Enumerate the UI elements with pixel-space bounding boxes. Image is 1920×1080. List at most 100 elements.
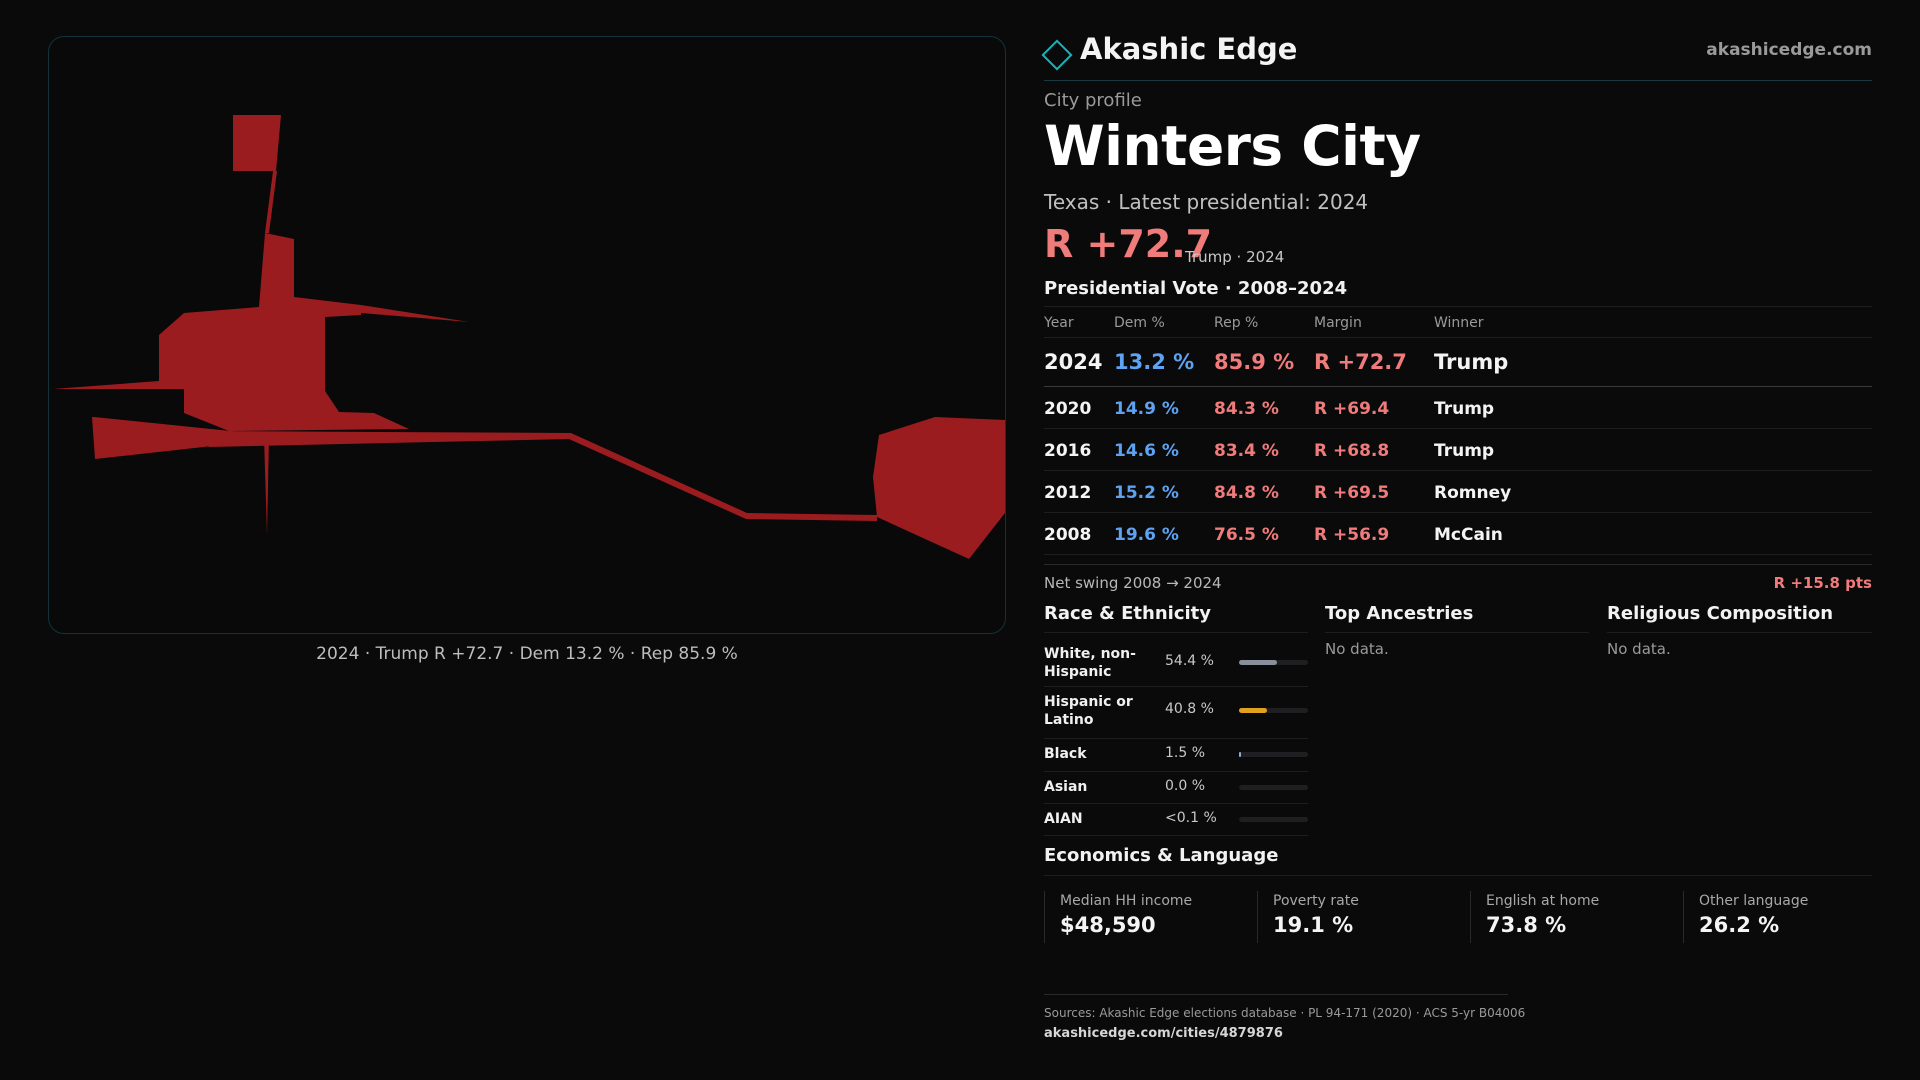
- race-value: 40.8 %: [1165, 701, 1214, 717]
- cell-year: 2012: [1044, 483, 1092, 503]
- boundary-parcel: [264, 437, 269, 535]
- cell-margin: R +69.4: [1314, 399, 1390, 419]
- latest-margin-note: Trump · 2024: [1185, 248, 1285, 266]
- city-boundary-map: [53, 115, 1005, 559]
- city-map[interactable]: [48, 36, 1006, 634]
- list-item: AIAN <0.1 %: [1044, 804, 1308, 836]
- cell-dem: 13.2 %: [1114, 350, 1195, 374]
- cell-margin: R +72.7: [1314, 350, 1407, 374]
- cell-margin: R +56.9: [1314, 525, 1390, 545]
- race-bar: [1239, 817, 1308, 822]
- cell-winner: Trump: [1434, 399, 1495, 419]
- stat-value: 19.1 %: [1273, 913, 1354, 937]
- net-swing-label: Net swing 2008 → 2024: [1044, 574, 1222, 592]
- divider: [1044, 632, 1308, 633]
- stat-value: $48,590: [1060, 913, 1156, 937]
- race-list: White, non-Hispanic 54.4 % Hispanic or L…: [1044, 635, 1308, 836]
- cell-dem: 19.6 %: [1114, 525, 1179, 545]
- page-title: Winters City: [1044, 114, 1421, 178]
- cell-year: 2008: [1044, 525, 1092, 545]
- cell-dem: 14.6 %: [1114, 441, 1179, 461]
- sources-note: Sources: Akashic Edge elections database…: [1044, 1006, 1526, 1020]
- header-rep: Rep %: [1214, 315, 1259, 331]
- boundary-parcel: [233, 115, 281, 171]
- cell-year: 2024: [1044, 350, 1103, 374]
- brand-url[interactable]: akashicedge.com: [1706, 40, 1872, 60]
- race-value: 0.0 %: [1165, 778, 1206, 794]
- stat-label: Poverty rate: [1273, 893, 1359, 909]
- race-label: Asian: [1044, 779, 1088, 795]
- table-row: 2008 19.6 % 76.5 % R +56.9 McCain: [1044, 513, 1872, 555]
- race-bar-fill: [1239, 752, 1242, 757]
- table-row: 2016 14.6 % 83.4 % R +68.8 Trump: [1044, 429, 1872, 471]
- race-label: Black: [1044, 746, 1087, 762]
- vote-table: Year Dem % Rep % Margin Winner 2024 13.2…: [1044, 306, 1872, 555]
- city-boundary-shape: [53, 115, 1005, 559]
- cell-winner: Trump: [1434, 441, 1495, 461]
- brand-name[interactable]: Akashic Edge: [1080, 32, 1298, 66]
- boundary-parcel: [92, 417, 293, 459]
- race-bar-fill: [1239, 708, 1268, 713]
- race-label: White, non-Hispanic: [1044, 646, 1136, 680]
- stat-value: 73.8 %: [1486, 913, 1567, 937]
- map-caption: 2024 · Trump R +72.7 · Dem 13.2 % · Rep …: [316, 644, 738, 664]
- boundary-parcel: [53, 233, 409, 431]
- religion-empty: No data.: [1607, 640, 1671, 658]
- brand-header: Akashic Edge akashicedge.com: [1041, 30, 1872, 81]
- header-year: Year: [1044, 315, 1074, 331]
- boundary-parcel: [361, 305, 469, 322]
- stat-label: English at home: [1486, 893, 1600, 909]
- race-bar: [1239, 785, 1308, 790]
- cell-year: 2016: [1044, 441, 1092, 461]
- cell-rep: 84.3 %: [1214, 399, 1279, 419]
- cell-dem: 15.2 %: [1114, 483, 1179, 503]
- stat-poverty-rate: Poverty rate 19.1 %: [1257, 891, 1456, 943]
- race-section-title: Race & Ethnicity: [1044, 603, 1211, 624]
- stat-english-at-home: English at home 73.8 %: [1470, 891, 1669, 943]
- cell-rep: 76.5 %: [1214, 525, 1279, 545]
- race-bar: [1239, 708, 1308, 713]
- list-item: Asian 0.0 %: [1044, 772, 1308, 804]
- stat-other-language: Other language 26.2 %: [1683, 891, 1882, 943]
- table-row: 2012 15.2 % 84.8 % R +69.5 Romney: [1044, 471, 1872, 513]
- profile-subline: Texas · Latest presidential: 2024: [1044, 190, 1369, 214]
- header-dem: Dem %: [1114, 315, 1165, 331]
- cell-margin: R +69.5: [1314, 483, 1390, 503]
- boundary-parcel: [199, 431, 877, 521]
- table-row: 2020 14.9 % 84.3 % R +69.4 Trump: [1044, 387, 1872, 429]
- stat-value: 26.2 %: [1699, 913, 1780, 937]
- race-label: AIAN: [1044, 811, 1083, 827]
- cell-winner: Trump: [1434, 350, 1509, 374]
- cell-rep: 85.9 %: [1214, 350, 1295, 374]
- header-winner: Winner: [1434, 315, 1484, 331]
- race-bar-fill: [1239, 660, 1277, 665]
- divider: [1044, 994, 1508, 995]
- cell-winner: McCain: [1434, 525, 1503, 545]
- cell-winner: Romney: [1434, 483, 1512, 503]
- vote-section-title: Presidential Vote · 2008–2024: [1044, 278, 1348, 299]
- race-value: <0.1 %: [1165, 810, 1217, 826]
- stat-median-income: Median HH income $48,590: [1044, 891, 1243, 943]
- race-value: 54.4 %: [1165, 653, 1214, 669]
- stat-label: Median HH income: [1060, 893, 1193, 909]
- profile-panel: Akashic Edge akashicedge.com City profil…: [1041, 0, 1872, 1080]
- vote-table-header: Year Dem % Rep % Margin Winner: [1044, 306, 1872, 338]
- table-row: 2024 13.2 % 85.9 % R +72.7 Trump: [1044, 338, 1872, 387]
- cell-dem: 14.9 %: [1114, 399, 1179, 419]
- divider: [1044, 875, 1872, 876]
- latest-margin: R +72.7: [1044, 222, 1213, 266]
- ancestries-section-title: Top Ancestries: [1325, 603, 1474, 624]
- boundary-parcel: [265, 171, 277, 233]
- header-margin: Margin: [1314, 315, 1362, 331]
- economics-section-title: Economics & Language: [1044, 845, 1279, 866]
- cell-rep: 83.4 %: [1214, 441, 1279, 461]
- divider: [1607, 632, 1872, 633]
- page-url-link[interactable]: akashicedge.com/cities/4879876: [1044, 1026, 1283, 1041]
- profile-kicker: City profile: [1044, 90, 1142, 111]
- ancestries-empty: No data.: [1325, 640, 1389, 658]
- race-bar: [1239, 752, 1308, 757]
- net-swing-row: Net swing 2008 → 2024 R +15.8 pts: [1044, 564, 1872, 599]
- list-item: White, non-Hispanic 54.4 %: [1044, 635, 1308, 687]
- net-swing-value: R +15.8 pts: [1773, 574, 1872, 592]
- race-bar: [1239, 660, 1308, 665]
